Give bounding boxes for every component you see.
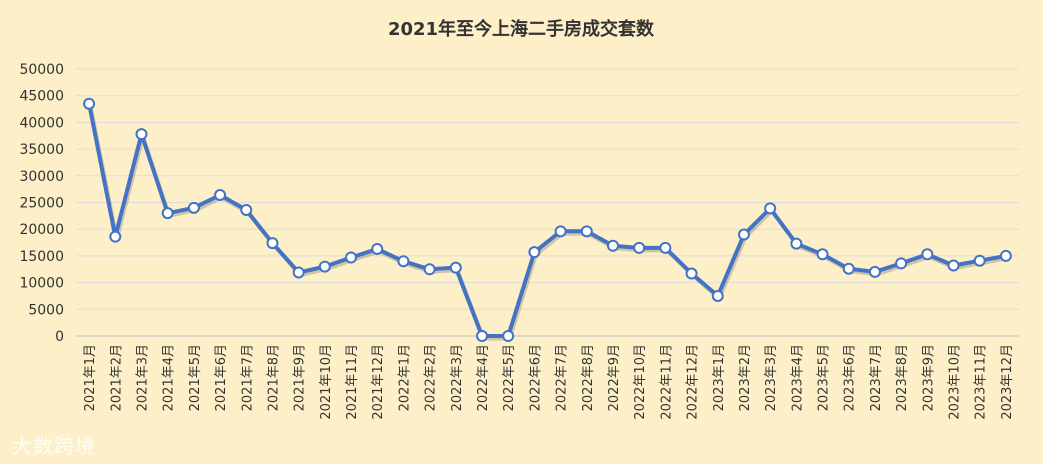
x-tick-label: 2022年5月 [502,344,517,411]
data-point [764,202,777,215]
data-point [528,246,541,259]
x-tick-label: 2023年8月 [895,344,910,411]
data-point [476,330,489,342]
data-point [606,239,619,252]
x-tick-label: 2023年6月 [843,344,858,411]
data-point [187,201,200,214]
data-point [842,262,855,275]
data-point [83,97,96,110]
chart-title: 2021年至今上海二手房成交套数 [388,18,655,40]
x-tick-label: 2022年12月 [686,344,701,420]
x-tick-label: 2022年3月 [450,344,465,411]
y-tick-label: 50000 [19,62,64,78]
data-point [449,261,462,274]
x-tick-label: 2022年8月 [581,344,596,411]
data-point [214,189,227,202]
y-tick-label: 15000 [19,249,64,265]
data-point [973,254,986,267]
data-point [868,265,881,278]
x-tick-label: 2023年7月 [869,344,884,411]
data-point [318,260,331,273]
data-point [999,249,1012,262]
y-tick-label: 30000 [19,169,64,185]
y-tick-label: 40000 [19,115,64,131]
data-point [135,128,148,141]
x-tick-label: 2022年6月 [528,344,543,411]
x-axis-ticks: 2021年1月 2021年2月 2021年3月 2021年4月 2021年5月 2021年… [83,344,1015,420]
x-tick-label: 2021年7月 [240,344,255,411]
y-tick-label: 0 [55,329,64,345]
watermark-logo: 大数跨境 [12,434,96,458]
data-point [816,248,829,261]
x-tick-label: 2021年9月 [293,344,308,411]
x-tick-label: 2021年11月 [345,344,360,420]
grid-lines [76,68,1019,337]
data-point [633,241,646,254]
data-point [345,251,358,264]
data-point [580,225,593,238]
data-point [502,330,515,342]
data-point [109,230,122,243]
x-tick-label: 2021年3月 [135,344,150,411]
data-point [161,207,174,220]
x-tick-label: 2023年4月 [790,344,805,411]
data-point [895,257,908,270]
series-line-shadow [88,105,1008,341]
x-tick-label: 2023年12月 [1000,344,1015,420]
data-point [790,237,803,250]
data-point [737,228,750,241]
x-tick-label: 2022年7月 [555,344,570,411]
y-tick-label: 20000 [19,222,64,238]
x-tick-label: 2022年10月 [633,344,648,420]
x-tick-label: 2021年6月 [214,344,229,411]
x-tick-label: 2023年2月 [738,344,753,411]
x-tick-label: 2021年12月 [371,344,386,420]
y-tick-label: 25000 [19,196,64,212]
x-tick-label: 2022年4月 [476,344,491,411]
series-layer [83,97,1012,342]
data-point [397,255,410,268]
data-point [711,289,724,302]
data-point [423,263,436,276]
x-tick-label: 2023年3月 [764,344,779,411]
x-tick-label: 2022年1月 [397,344,412,411]
data-point [266,237,279,250]
data-point [240,203,253,216]
x-tick-label: 2021年1月 [83,344,98,411]
x-tick-label: 2022年2月 [424,344,439,411]
x-tick-label: 2021年2月 [109,344,124,411]
data-point [371,242,384,255]
data-point [554,225,567,238]
x-tick-label: 2023年9月 [921,344,936,411]
data-point [921,248,934,261]
x-tick-label: 2021年4月 [162,344,177,411]
y-tick-label: 5000 [28,302,64,318]
x-tick-label: 2023年10月 [948,344,963,420]
series-line [87,101,1008,338]
y-axis-ticks: 0 5000 10000 15000 20000 25000 30000 35000 40000… [19,62,64,345]
y-tick-label: 10000 [19,276,64,292]
data-point [292,266,305,279]
x-tick-label: 2021年10月 [319,344,334,420]
x-tick-label: 2022年9月 [607,344,622,411]
x-tick-label: 2023年1月 [712,344,727,411]
data-point [659,241,672,254]
x-tick-label: 2021年5月 [188,344,203,411]
y-tick-label: 45000 [19,89,64,105]
x-tick-label: 2022年11月 [659,344,674,420]
x-tick-label: 2023年11月 [974,344,989,420]
x-tick-label: 2021年8月 [266,344,281,411]
x-tick-label: 2023年5月 [817,344,832,411]
y-tick-label: 35000 [19,142,64,158]
data-point [685,267,698,280]
data-point [947,259,960,272]
